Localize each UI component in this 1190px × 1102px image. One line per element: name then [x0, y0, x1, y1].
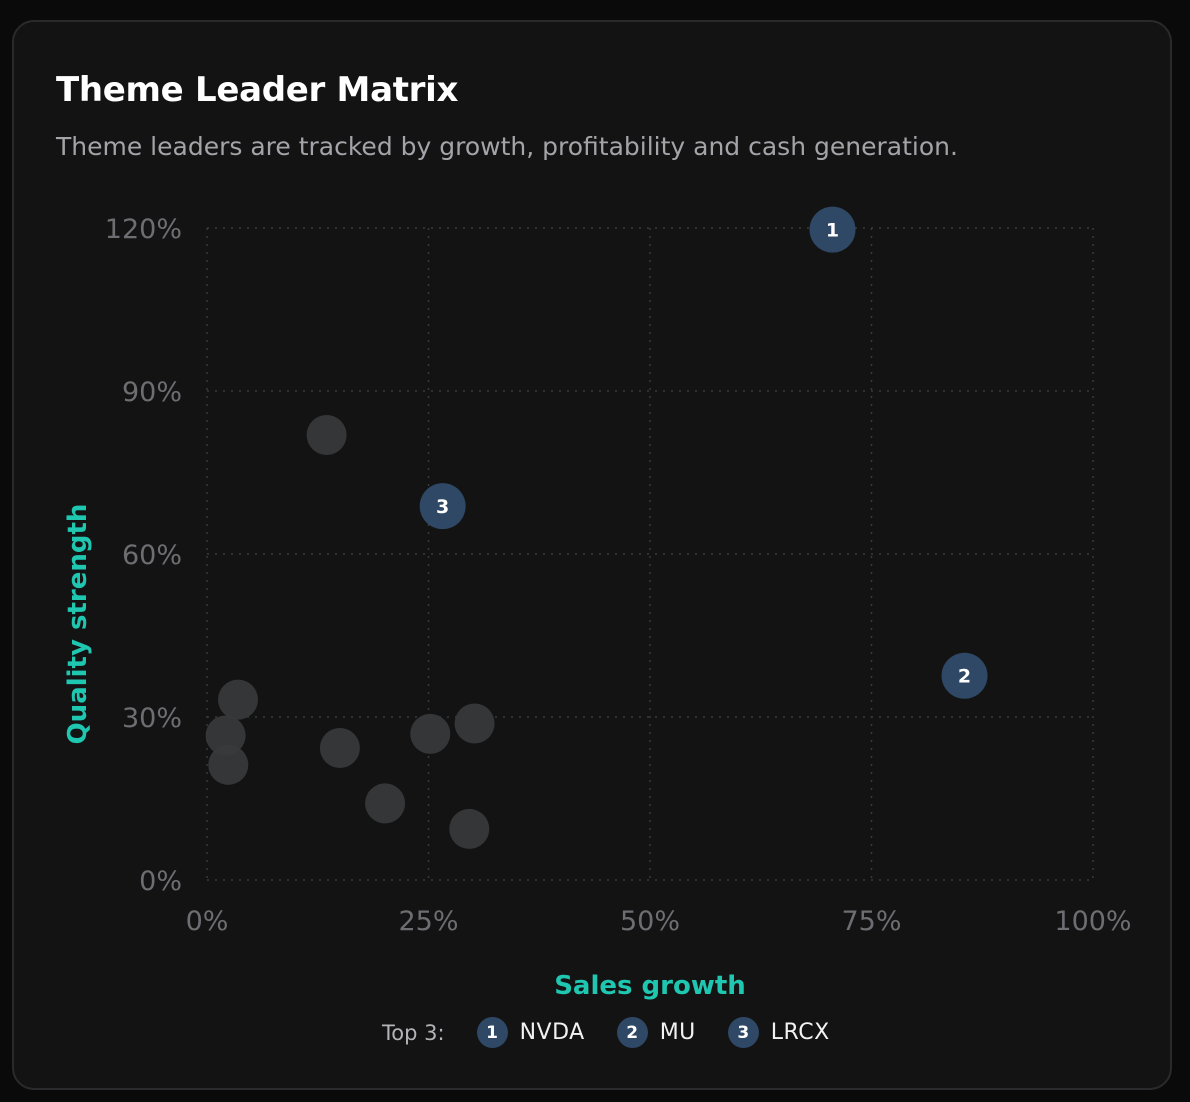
leader-marker — [941, 652, 988, 699]
legend-item-nvda: 1 NVDA — [476, 1017, 585, 1048]
data-point — [319, 727, 360, 768]
data-points: 1 2 3 — [205, 206, 988, 849]
data-point — [208, 744, 249, 785]
y-tick-label: 0% — [139, 866, 182, 897]
leader-rank-label: 3 — [436, 496, 449, 518]
legend-rank-badge: 3 — [727, 1017, 759, 1048]
chart-subtitle: Theme leaders are tracked by growth, pro… — [56, 132, 958, 161]
leader-point: 2 — [941, 652, 988, 699]
chart-card: Theme Leader Matrix Theme leaders are tr… — [12, 20, 1172, 1090]
leader-rank-label: 2 — [958, 666, 971, 688]
leader-rank-label: 1 — [826, 220, 839, 242]
x-axis-label: Sales growth — [554, 971, 746, 1001]
data-point — [306, 415, 347, 456]
x-tick-label: 100% — [1054, 906, 1131, 937]
y-tick-label: 90% — [122, 377, 182, 408]
y-axis-label: Quality strength — [63, 504, 93, 745]
x-tick-label: 25% — [398, 906, 458, 937]
legend: Top 3: 1 NVDA 2 MU 3 LRCX — [382, 1017, 862, 1048]
legend-item-mu: 2 MU — [616, 1017, 696, 1048]
leader-point: 1 — [809, 206, 856, 253]
y-tick-label: 120% — [105, 214, 182, 245]
leader-marker — [809, 206, 856, 253]
legend-rank-badge: 2 — [616, 1017, 648, 1048]
legend-label: MU — [659, 1020, 696, 1045]
legend-title: Top 3: — [382, 1020, 445, 1045]
x-tick-label: 75% — [841, 906, 901, 937]
legend-label: LRCX — [770, 1020, 830, 1045]
leader-point: 3 — [419, 483, 466, 530]
axis-ticks: 0% 30% 60% 90% 120% 0% 25% 50% 75% 100% — [105, 214, 1132, 937]
scatter-plot: 0% 30% 60% 90% 120% 0% 25% 50% 75% 100% Sales gro… — [63, 206, 1132, 1001]
data-point — [410, 713, 451, 754]
x-tick-label: 0% — [186, 906, 229, 937]
y-tick-label: 60% — [122, 540, 182, 571]
leader-marker — [419, 483, 466, 530]
data-point — [454, 703, 495, 744]
chart-title: Theme Leader Matrix — [56, 70, 459, 110]
y-tick-label: 30% — [122, 703, 182, 734]
legend-item-lrcx: 3 LRCX — [727, 1017, 830, 1048]
legend-label: NVDA — [519, 1020, 585, 1045]
data-point — [449, 808, 490, 849]
data-point — [218, 679, 259, 720]
legend-rank-badge: 1 — [476, 1017, 508, 1048]
x-tick-label: 50% — [620, 906, 680, 937]
data-point — [205, 715, 246, 756]
grid — [206, 227, 1094, 881]
data-point — [365, 783, 406, 824]
